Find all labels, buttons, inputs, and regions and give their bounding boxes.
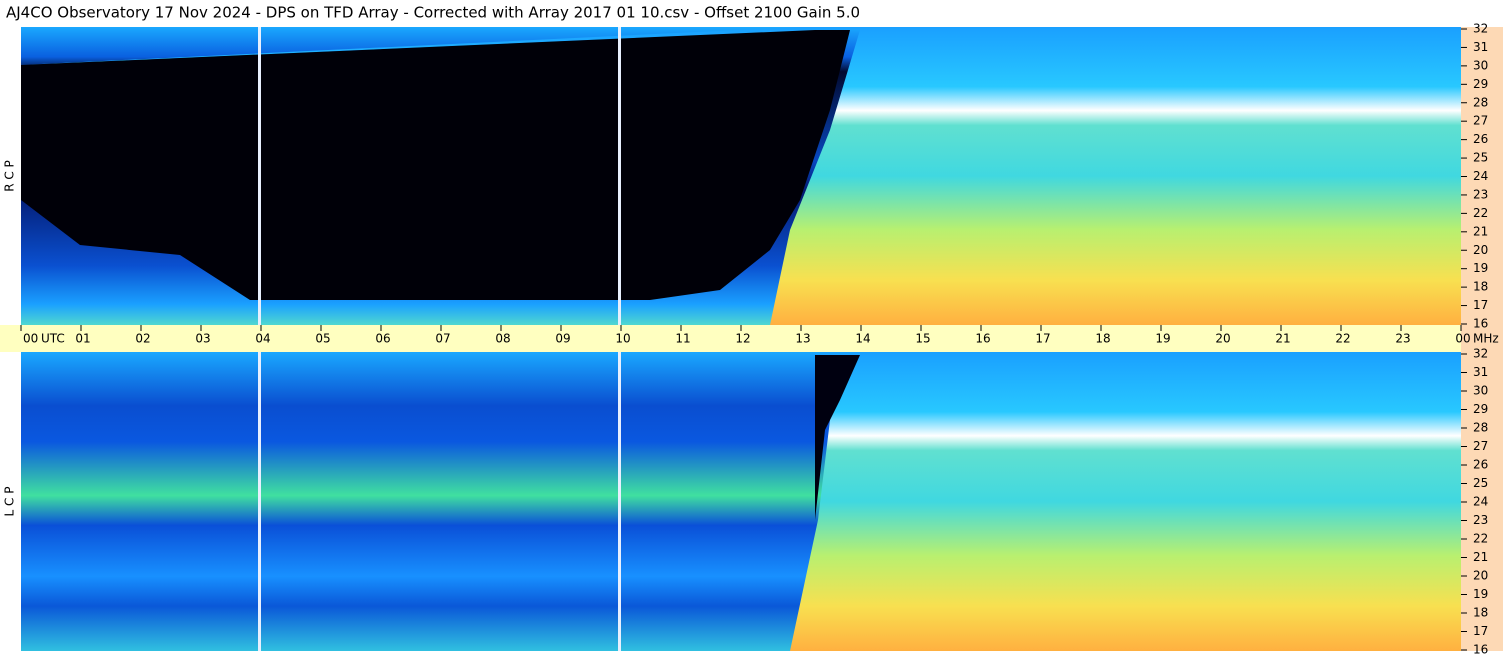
vertical-streak — [258, 27, 261, 325]
y-tick-label: 22 — [1473, 532, 1488, 546]
y-tick-label: 18 — [1473, 280, 1488, 294]
y-tick-label: 29 — [1473, 402, 1488, 416]
y-tick-label: 32 — [1473, 347, 1488, 361]
y-tick-label: 30 — [1473, 384, 1488, 398]
y-tick-label: 19 — [1473, 587, 1488, 601]
x-tick-label: 00 — [23, 332, 38, 346]
x-tick-label: 23 — [1395, 332, 1410, 346]
x-tick-label: 05 — [315, 332, 330, 346]
y-tick-label: 20 — [1473, 243, 1488, 257]
y-tick-label: 26 — [1473, 458, 1488, 472]
x-axis-label: UTC — [41, 332, 65, 346]
x-tick-label: 22 — [1335, 332, 1350, 346]
x-tick-label: 21 — [1275, 332, 1290, 346]
y-tick-label: 24 — [1473, 495, 1488, 509]
y-tick-label: 16 — [1473, 643, 1488, 657]
vertical-streak — [618, 352, 621, 651]
x-tick-label: 18 — [1095, 332, 1110, 346]
vertical-streak — [258, 352, 261, 651]
y-tick-label: 25 — [1473, 151, 1488, 165]
x-tick-label: 09 — [555, 332, 570, 346]
lcp-spectrogram — [21, 352, 1461, 651]
x-tick-label: 12 — [735, 332, 750, 346]
x-tick-label: 14 — [855, 332, 870, 346]
y-tick-label: 23 — [1473, 187, 1488, 201]
y-tick-label: 31 — [1473, 365, 1488, 379]
x-tick-label: 20 — [1215, 332, 1230, 346]
y-tick-label: 23 — [1473, 513, 1488, 527]
y-tick-label: 21 — [1473, 224, 1488, 238]
x-tick-label: 02 — [135, 332, 150, 346]
spectrogram-right — [21, 27, 1461, 325]
y-tick-label: 32 — [1473, 22, 1488, 36]
rcp-spectrogram — [21, 27, 1461, 325]
y-tick-label: 18 — [1473, 606, 1488, 620]
frequency-axis-strip — [1461, 27, 1503, 651]
x-tick-label: 17 — [1035, 332, 1050, 346]
x-tick-label: 06 — [375, 332, 390, 346]
y-tick-label: 17 — [1473, 298, 1488, 312]
dark-region — [815, 355, 860, 520]
x-tick-label: 15 — [915, 332, 930, 346]
y-tick-label: 17 — [1473, 624, 1488, 638]
x-tick-label: 03 — [195, 332, 210, 346]
y-tick-label: 22 — [1473, 206, 1488, 220]
y-tick-label: 19 — [1473, 261, 1488, 275]
y-tick-label: 30 — [1473, 58, 1488, 72]
y-tick-label: 27 — [1473, 114, 1488, 128]
y-tick-label: 24 — [1473, 169, 1488, 183]
x-tick-label: 16 — [975, 332, 990, 346]
x-tick-label: 19 — [1155, 332, 1170, 346]
dark-region — [21, 30, 850, 300]
spectrogram-right — [790, 352, 1461, 651]
panel-label: R C P — [3, 160, 17, 192]
time-axis-strip — [0, 325, 1461, 352]
vertical-streak — [618, 27, 621, 325]
y-tick-label: 28 — [1473, 421, 1488, 435]
y-tick-label: 27 — [1473, 439, 1488, 453]
x-tick-label: 08 — [495, 332, 510, 346]
panel-label: L C P — [3, 487, 17, 517]
unit-label: MHz — [1473, 332, 1499, 346]
x-tick-label: 11 — [675, 332, 690, 346]
y-tick-label: 28 — [1473, 95, 1488, 109]
bottom-margin — [0, 651, 1503, 672]
y-tick-label: 26 — [1473, 132, 1488, 146]
x-tick-label: 10 — [615, 332, 630, 346]
x-tick-label: 04 — [255, 332, 270, 346]
x-tick-label: 01 — [75, 332, 90, 346]
x-tick-label: 07 — [435, 332, 450, 346]
y-tick-label: 20 — [1473, 569, 1488, 583]
y-tick-label: 21 — [1473, 550, 1488, 564]
y-tick-label: 16 — [1473, 317, 1488, 331]
chart-title: AJ4CO Observatory 17 Nov 2024 - DPS on T… — [6, 4, 860, 22]
y-tick-label: 31 — [1473, 40, 1488, 54]
x-tick-label: 13 — [795, 332, 810, 346]
y-tick-label: 29 — [1473, 77, 1488, 91]
x-tick-label: 00 — [1455, 332, 1470, 346]
y-tick-label: 25 — [1473, 476, 1488, 490]
